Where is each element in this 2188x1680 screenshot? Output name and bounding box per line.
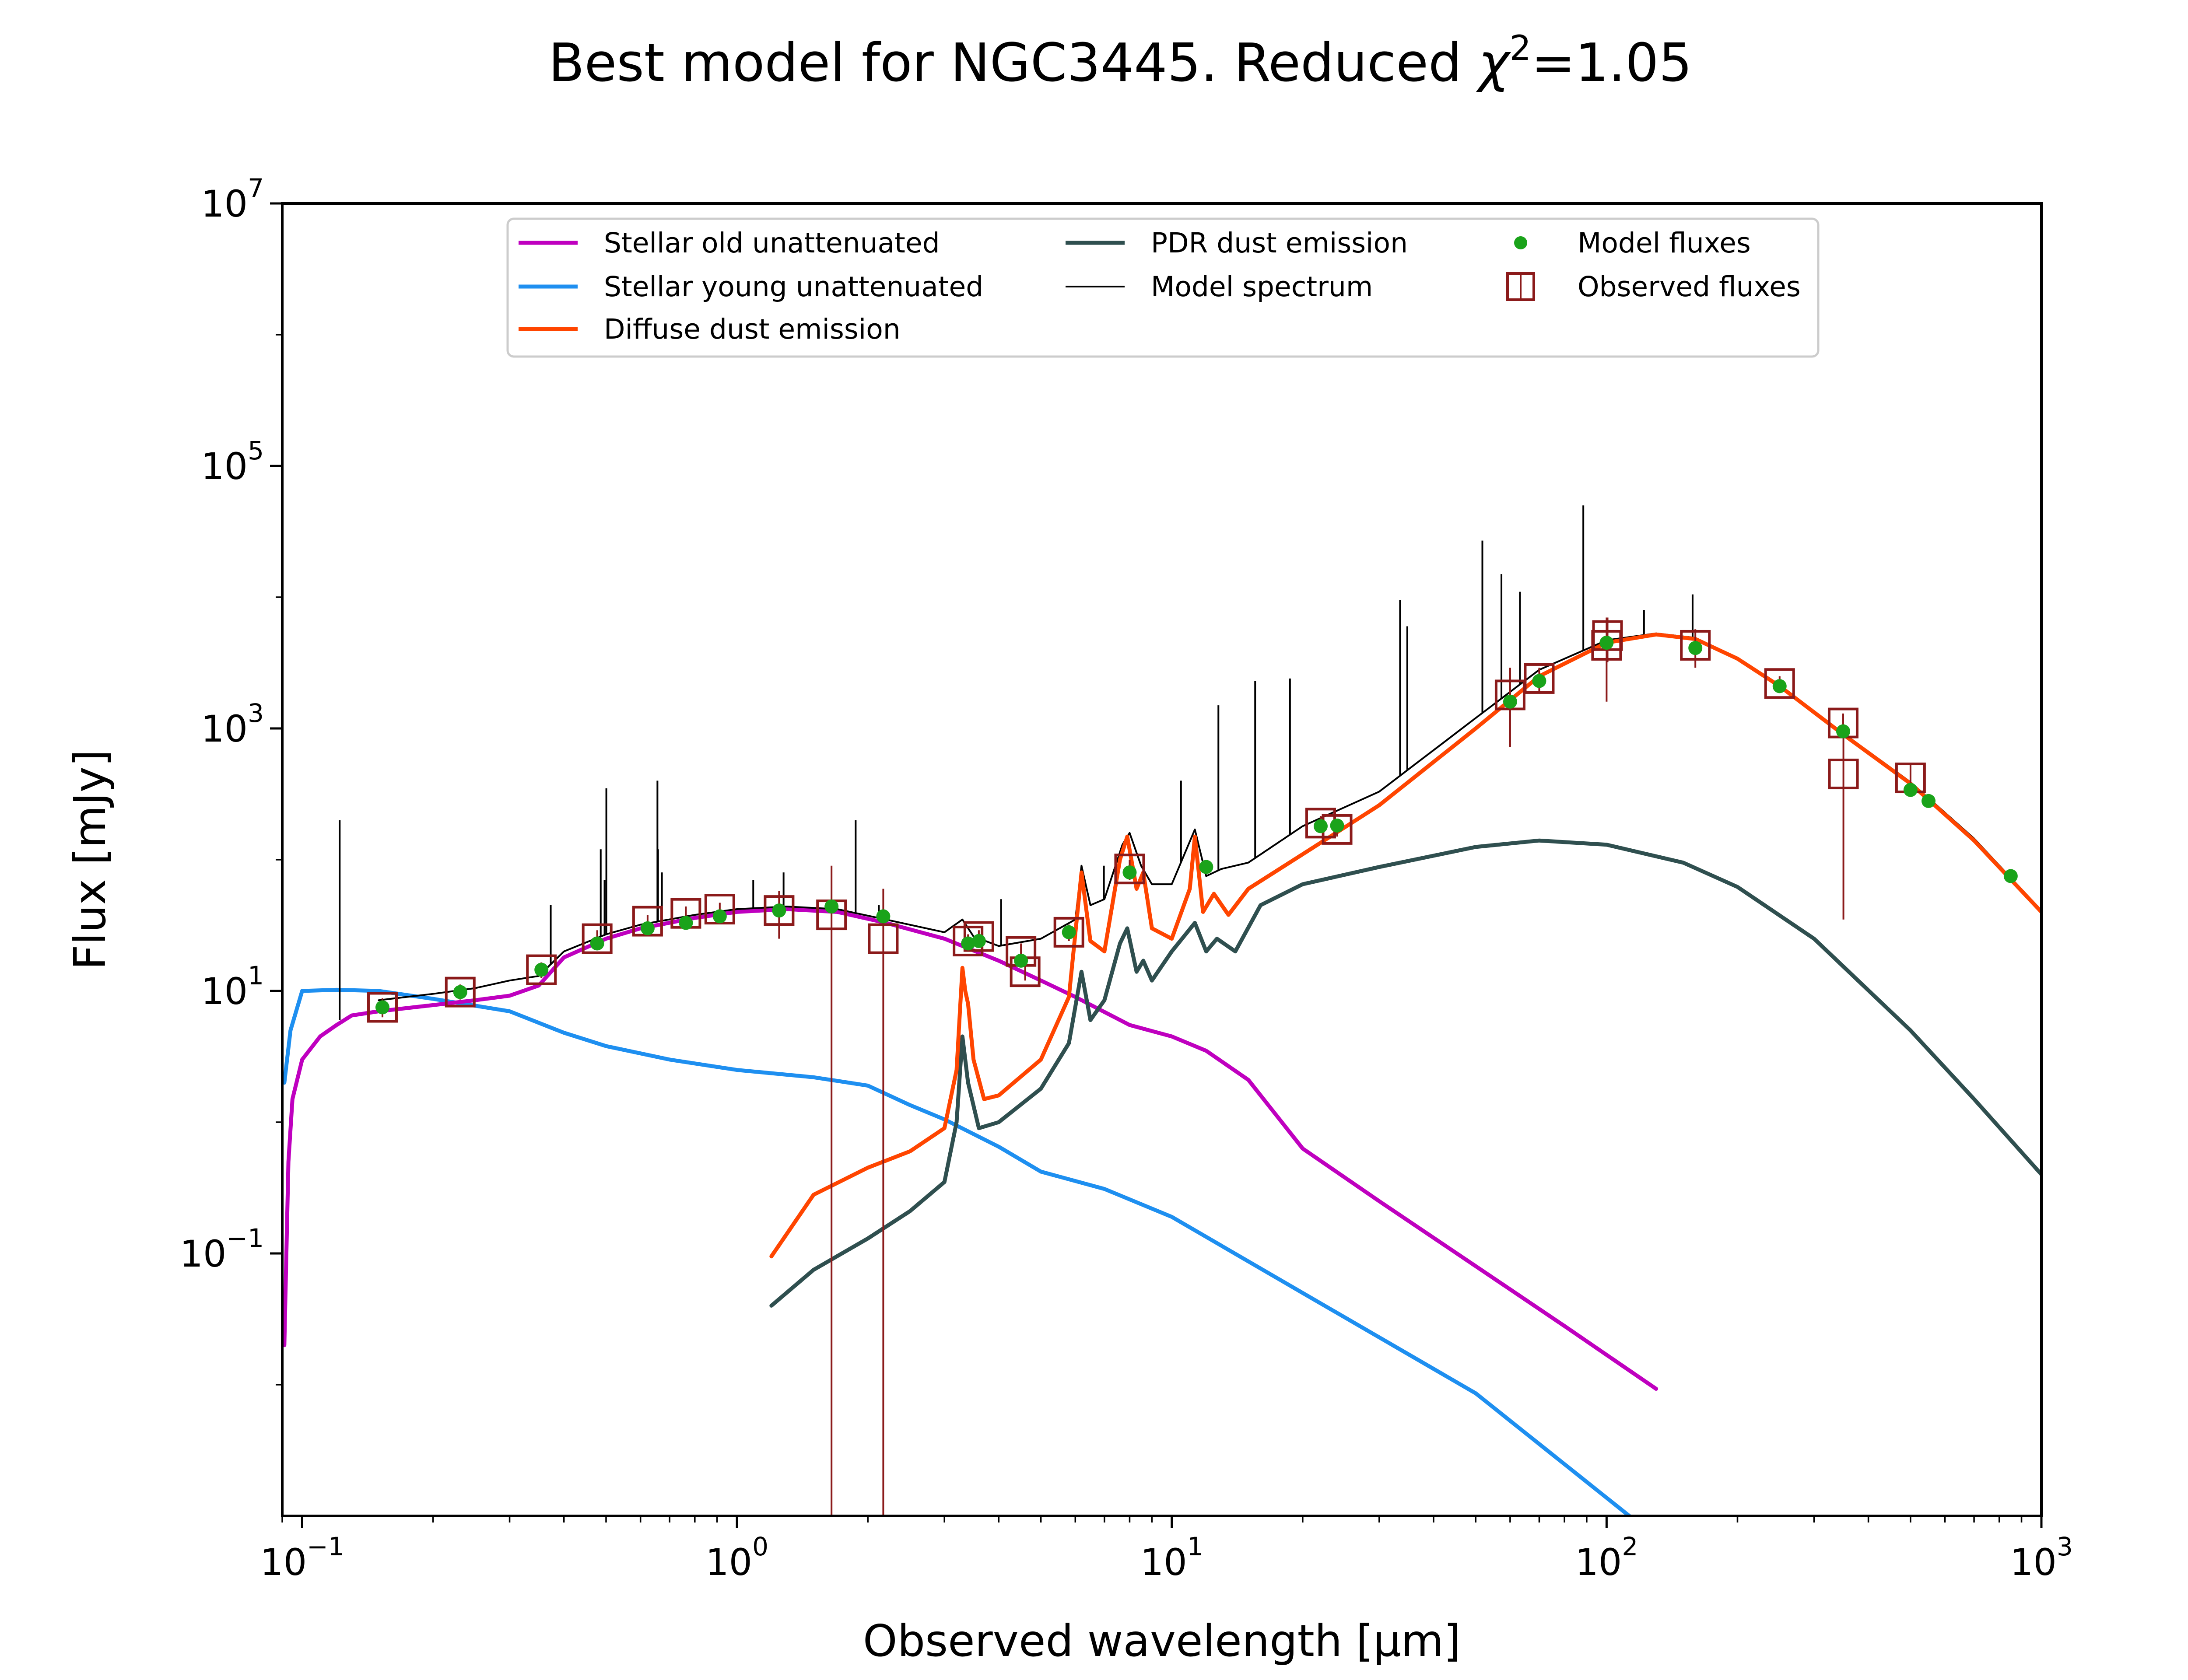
legend-label: Model spectrum [1151, 271, 1373, 303]
observed-flux-marker [1828, 759, 1859, 790]
model-flux-point [1122, 865, 1137, 880]
model-flux-point [1772, 679, 1787, 693]
observed-flux-marker [1680, 630, 1711, 661]
series-stellar-young-unattenuated [282, 987, 1633, 1516]
legend-label: PDR dust emission [1151, 227, 1408, 259]
model-flux-point [453, 985, 467, 999]
model-flux-point [1503, 694, 1517, 709]
model-flux-point [1199, 860, 1213, 874]
observed-flux-marker [582, 923, 613, 954]
model-flux-point [1922, 794, 1936, 808]
model-flux-point [1688, 641, 1703, 655]
legend-entries: Stellar old unattenuated Stellar young un… [519, 227, 1801, 345]
y-tick-label: 103 [201, 698, 264, 750]
legend: Stellar old unattenuated Stellar young un… [506, 217, 1820, 358]
observed-flux-marker [963, 921, 994, 952]
observed-flux-marker [367, 992, 398, 1023]
observed-flux-marker [1053, 917, 1084, 948]
series-diffuse-dust-emission [769, 632, 2041, 1259]
observed-flux-marker [1524, 663, 1555, 694]
y-tick-label: 107 [201, 173, 264, 225]
model-flux-point [1599, 636, 1614, 650]
legend-entry-diffuse-dust-emission: Diffuse dust emission [519, 313, 901, 345]
y-axis-label: Flux [mJy] [64, 749, 116, 970]
y-tick-label: 101 [201, 961, 264, 1013]
observed-flux-marker [1114, 854, 1145, 885]
legend-label: Model fluxes [1578, 227, 1751, 259]
observed-flux-marker [445, 976, 476, 1008]
observed-flux-marker [764, 895, 795, 926]
legend-label: Observed fluxes [1578, 271, 1801, 303]
model-flux-point [1062, 925, 1076, 939]
model-flux-point [679, 916, 693, 930]
legend-entry-model-fluxes: Model fluxes [1514, 227, 1751, 259]
observed-flux-marker [1494, 679, 1525, 710]
model-flux-point [1330, 818, 1344, 833]
legend-box [506, 217, 1820, 358]
y-tick-label: 105 [201, 436, 264, 488]
marker-layer [367, 617, 2018, 1516]
legend-label: Diffuse dust emission [604, 313, 901, 345]
series-pdr-dust-emission [769, 838, 2041, 1308]
model-flux-point [1014, 953, 1028, 968]
model-flux-point [640, 921, 655, 935]
x-tick-label: 100 [705, 1532, 768, 1584]
x-tick-label: 101 [1140, 1532, 1203, 1584]
x-tick-label: 102 [1575, 1532, 1638, 1584]
model-flux-point [1532, 674, 1546, 688]
series-stellar-old-unattenuated [282, 907, 1659, 1391]
axis-layer: 10−1 100 101 102 103 10−1 101 103 105 107 [180, 173, 2073, 1584]
y-tick-label: 10−1 [180, 1223, 264, 1275]
model-flux-point [534, 962, 549, 977]
model-flux-point [772, 903, 786, 918]
observed-flux-marker [868, 923, 899, 954]
legend-entry-stellar-old-unattenuated: Stellar old unattenuated [519, 227, 940, 259]
legend-label: Stellar young unattenuated [604, 271, 983, 303]
chart-title: Best model for NGC3445. Reduced χ2=1.05 [548, 29, 1692, 94]
legend-entry-pdr-dust-emission: PDR dust emission [1066, 227, 1408, 259]
model-flux-point [971, 934, 986, 948]
legend-entry-model-spectrum: Model spectrum [1066, 271, 1373, 303]
model-flux-point [961, 936, 975, 951]
observed-flux-marker [526, 954, 557, 985]
model-flux-point [1903, 783, 1918, 797]
legend-swatch [1514, 236, 1527, 249]
model-flux-point [876, 909, 891, 924]
legend-entry-stellar-young-unattenuated: Stellar young unattenuated [519, 271, 983, 303]
model-flux-point [712, 909, 727, 924]
model-flux-point [2003, 869, 2018, 883]
model-flux-point [824, 899, 839, 914]
model-flux-point [1836, 724, 1850, 738]
x-axis-label: Observed wavelength [μm] [863, 1615, 1461, 1666]
model-flux-point [375, 1000, 389, 1015]
legend-entry-observed-fluxes: Observed fluxes [1506, 271, 1801, 303]
observed-flux-marker [1764, 668, 1795, 699]
model-flux-point [590, 936, 604, 951]
x-tick-label: 103 [2010, 1532, 2073, 1584]
x-tick-label: 10−1 [260, 1532, 344, 1584]
model-flux-point [1313, 819, 1328, 833]
legend-label: Stellar old unattenuated [604, 227, 940, 259]
